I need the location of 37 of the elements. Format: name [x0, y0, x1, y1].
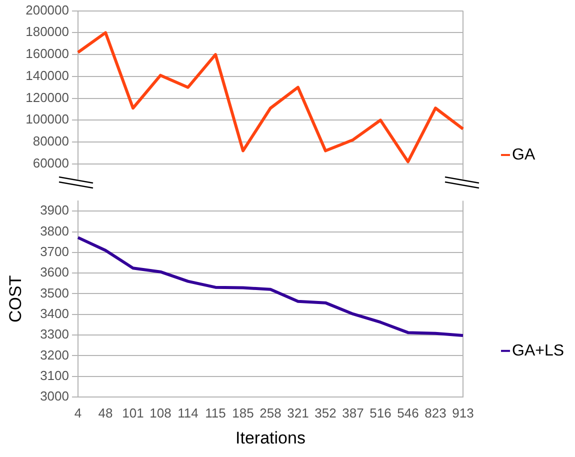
legend-label: GA+LS	[512, 342, 564, 360]
y-tick-label: 100000	[26, 112, 69, 127]
x-tick-label: 48	[98, 405, 113, 420]
x-tick-label: 114	[178, 405, 198, 420]
x-axis-title: Iterations	[236, 428, 306, 448]
y-tick-label: 140000	[26, 68, 69, 83]
y-tick-label: 3600	[40, 264, 69, 280]
x-tick-label: 546	[397, 405, 419, 420]
y-tick-label: 3000	[40, 388, 69, 404]
y-tick-label: 3900	[40, 202, 69, 218]
x-tick-label: 4	[74, 405, 82, 420]
x-tick-label: 108	[150, 405, 172, 420]
x-tick-label: 913	[452, 405, 474, 420]
y-axis-title: COST	[6, 275, 25, 323]
y-tick-label: 3800	[40, 223, 69, 238]
y-tick-label: 3100	[40, 368, 69, 383]
x-tick-label: 352	[314, 405, 336, 420]
x-tick-label: 516	[370, 405, 392, 420]
x-tick-label: 258	[260, 405, 282, 420]
y-tick-label: 3500	[40, 285, 69, 300]
y-tick-label: 3700	[40, 244, 69, 260]
y-tick-label: 3400	[40, 306, 69, 321]
y-tick-label: 180000	[26, 24, 69, 40]
legend-label: GA	[512, 146, 536, 164]
y-tick-label: 3200	[40, 347, 69, 362]
y-tick-label: 120000	[26, 90, 69, 105]
y-tick-label: 3300	[40, 326, 69, 342]
x-tick-label: 185	[232, 405, 254, 420]
y-tick-label: 60000	[32, 155, 69, 170]
x-tick-label: 321	[287, 405, 309, 420]
x-tick-label: 387	[342, 405, 364, 420]
y-tick-label: 80000	[32, 134, 69, 149]
x-tick-label: 101	[122, 405, 144, 420]
x-tick-label: 115	[205, 405, 226, 420]
x-tick-label: 823	[424, 405, 446, 420]
y-tick-label: 160000	[26, 46, 69, 62]
y-tick-label: 200000	[26, 2, 69, 18]
